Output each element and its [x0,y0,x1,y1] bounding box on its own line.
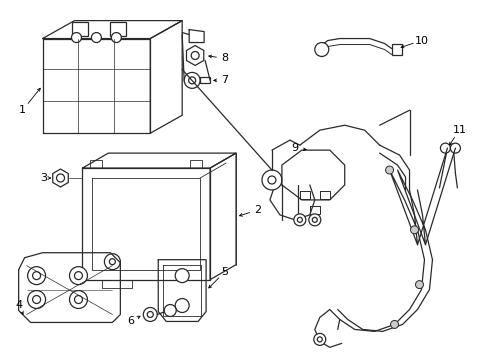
Circle shape [33,296,41,303]
Circle shape [70,267,87,285]
Circle shape [164,305,176,316]
Text: 11: 11 [452,125,466,135]
Circle shape [450,143,461,153]
Bar [392,44,401,55]
Circle shape [294,214,306,226]
Circle shape [441,143,450,153]
Text: 3: 3 [40,173,47,183]
Circle shape [147,311,153,318]
Circle shape [27,267,46,285]
Circle shape [184,72,200,88]
Circle shape [318,337,322,342]
Circle shape [74,296,82,303]
Circle shape [416,280,423,289]
Circle shape [175,269,189,283]
Circle shape [262,170,282,190]
Text: 7: 7 [221,75,229,85]
Bar [110,22,126,36]
Circle shape [70,291,87,309]
Circle shape [315,42,329,57]
Circle shape [33,272,41,280]
Circle shape [297,217,302,222]
Circle shape [191,51,199,59]
Text: 5: 5 [221,267,228,276]
Circle shape [27,291,46,309]
Text: 4: 4 [15,300,22,310]
Circle shape [189,77,196,84]
Circle shape [72,32,81,42]
Circle shape [104,254,121,270]
Circle shape [411,226,418,234]
Circle shape [56,174,65,182]
Circle shape [92,32,101,42]
Text: 2: 2 [254,205,262,215]
Text: 10: 10 [415,36,428,46]
Text: 1: 1 [19,105,26,115]
Circle shape [391,320,398,328]
Circle shape [175,298,189,312]
Text: 8: 8 [221,54,229,63]
Circle shape [312,217,318,222]
Text: 9: 9 [291,143,298,153]
Circle shape [309,214,321,226]
Circle shape [143,307,157,321]
Circle shape [111,32,122,42]
Bar [73,22,89,36]
Text: 6: 6 [127,316,134,327]
Circle shape [314,333,326,345]
Circle shape [268,176,276,184]
Circle shape [386,166,393,174]
Circle shape [109,259,115,265]
Circle shape [74,272,82,280]
